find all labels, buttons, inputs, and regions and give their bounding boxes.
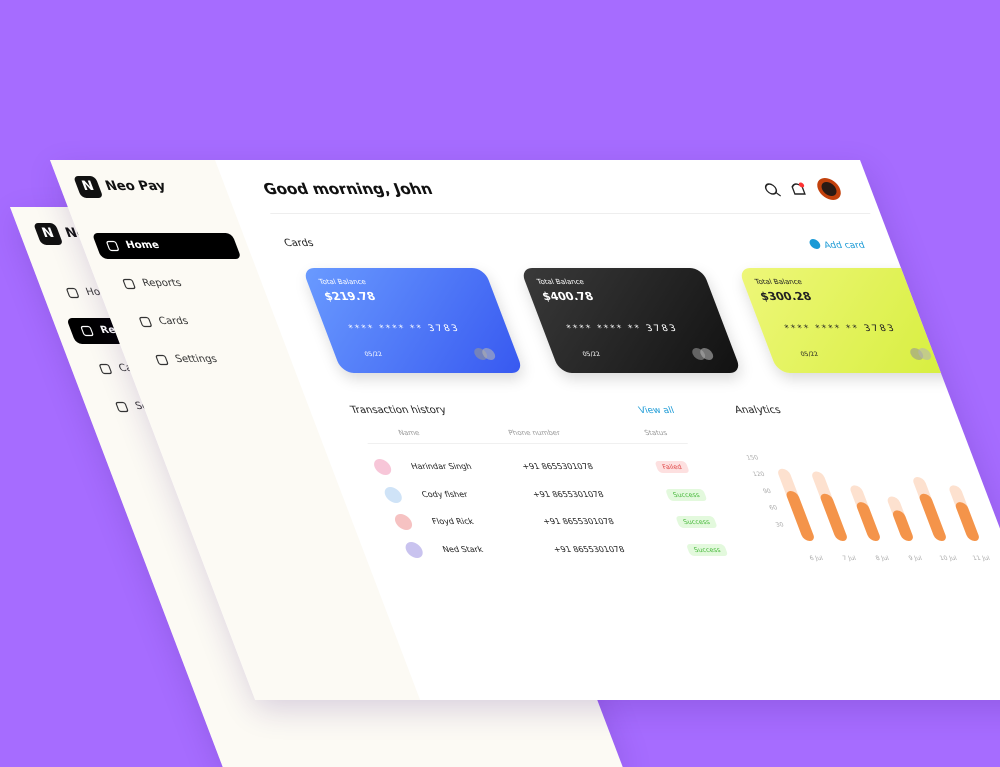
nav-icon [139, 316, 152, 328]
x-tick-label: 10 Jul [939, 555, 959, 562]
status-badge: Success [675, 516, 718, 528]
row-name: Cody fisher [420, 489, 469, 499]
status-badge: Success [664, 488, 708, 501]
brand: Neo Pay [103, 179, 169, 194]
nav-item[interactable]: Home [52, 280, 202, 306]
row-name: Ned Stark [441, 544, 485, 554]
nav-item[interactable]: Reports [66, 318, 217, 344]
nav-item[interactable]: Reports [108, 271, 258, 297]
card-expiry: 05/22 [799, 351, 820, 358]
row-name: Floyd Rick [430, 517, 475, 526]
y-tick-label: 120 [752, 471, 766, 478]
chart: 30 60 90 120 150 6 Jul 7 Jul 8 Jul 9 Jul 10 Jul 11… [746, 455, 992, 562]
card-number: **** **** ** 3783 [783, 324, 898, 334]
view-all[interactable]: View all [637, 406, 676, 416]
bar [786, 490, 814, 541]
logo: N [73, 176, 104, 198]
card-number: **** **** ** 3783 [565, 324, 680, 334]
y-tick-label: 60 [768, 505, 778, 512]
column-header: Name [397, 429, 421, 437]
nav-label: Cards [157, 316, 191, 327]
transactions-title: Transaction history [349, 405, 449, 416]
card-balance: $400.78 [540, 290, 596, 303]
add-card[interactable]: Add card [808, 239, 867, 251]
nav-item[interactable]: Cards [85, 356, 235, 382]
nav-icon [99, 363, 112, 375]
x-tick-label: 9 Jul [908, 555, 924, 562]
row-phone: +91 8655301078 [541, 517, 616, 526]
status-badge: Success [685, 543, 729, 556]
bar [892, 510, 913, 541]
card-number: **** **** ** 3783 [347, 324, 462, 334]
nav-icon [155, 354, 169, 366]
logo: N [33, 223, 64, 245]
balance-card[interactable]: Total Balance $400.78 **** **** ** 3783 05/… [520, 268, 742, 373]
y-tick-label: 150 [746, 455, 760, 462]
sidebar: N Neo Pay Home Reports Cards Settings [50, 160, 421, 700]
nav-label: Home [124, 240, 162, 251]
x-tick-label: 11 Jul [972, 555, 992, 562]
card-balance: $300.28 [758, 290, 814, 303]
bar [856, 502, 880, 541]
nav-label: Settings [173, 354, 219, 365]
card-label: Total Balance [753, 278, 804, 286]
header-icons[interactable] [756, 176, 856, 202]
chart-title: Analytics [733, 405, 783, 416]
x-tick-label: 6 Jul [809, 555, 825, 562]
row-phone: +91 8655301078 [552, 544, 626, 554]
nav-icon [80, 325, 94, 337]
add-card-label: Add card [822, 241, 867, 251]
y-tick-label: 90 [762, 488, 772, 495]
balance-card[interactable]: Total Balance $300.28 **** **** ** 3783 05/… [738, 268, 960, 373]
y-tick-label: 30 [775, 521, 785, 528]
nav-icon [66, 287, 79, 299]
nav-item[interactable]: Home [91, 233, 242, 259]
card-label: Total Balance [317, 278, 368, 286]
card-label: Total Balance [535, 278, 586, 286]
card-balance: $219.78 [322, 290, 378, 303]
avatar [382, 486, 405, 503]
avatar [392, 514, 415, 530]
nav-item[interactable]: Settings [101, 394, 251, 420]
row-phone: +91 8655301078 [520, 462, 595, 471]
bar [955, 502, 979, 541]
nav-icon [106, 240, 119, 252]
avatar [402, 541, 425, 558]
divider [270, 213, 871, 214]
card-expiry: 05/22 [581, 351, 602, 358]
row-phone: +91 8655301078 [531, 489, 605, 499]
nav-icon [115, 401, 129, 413]
status-badge: Failed [654, 461, 690, 473]
cards-title: Cards [282, 238, 316, 249]
add-icon [808, 239, 822, 249]
card-expiry: 05/22 [363, 351, 384, 358]
bar [919, 493, 946, 541]
x-tick-label: 8 Jul [875, 555, 891, 562]
nav-item[interactable]: Cards [125, 309, 275, 335]
front-sheet: N Neo Pay Home Reports Cards Settings Good mo… [50, 160, 1000, 700]
nav-icon [122, 278, 136, 290]
divider [367, 443, 688, 444]
avatar [371, 459, 394, 475]
greeting: Good morning, John [260, 180, 436, 198]
column-header: Status [643, 429, 669, 437]
column-header: Phone number [507, 429, 562, 437]
bar [820, 493, 847, 541]
x-tick-label: 7 Jul [842, 555, 858, 562]
balance-card[interactable]: Total Balance $219.78 **** **** ** 3783 05/… [302, 268, 524, 373]
nav-label: Reports [140, 278, 184, 289]
nav-item[interactable]: Settings [141, 347, 291, 373]
row-name: Harindar Singh [409, 462, 473, 471]
